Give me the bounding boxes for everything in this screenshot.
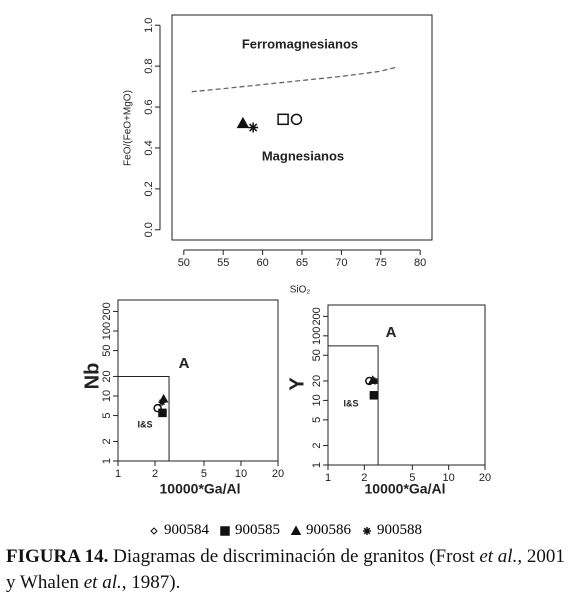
legend-item: 900588 bbox=[361, 522, 422, 538]
legend-label: 900584 bbox=[164, 522, 209, 538]
y-tick-label: 0.2 bbox=[143, 181, 155, 196]
legend-label: 900586 bbox=[306, 522, 351, 538]
y-tick-label: 20 bbox=[311, 375, 323, 387]
plot: 1 2 5 10 20 1 2 5 10 20 50 100 200 10000*Ga/Al Y A I&S bbox=[286, 304, 491, 497]
marker-circle bbox=[290, 113, 303, 126]
x-tick-label: 10 bbox=[443, 472, 455, 484]
x-tick-label: 20 bbox=[272, 468, 284, 480]
marker-square bbox=[369, 391, 379, 400]
y-tick-label: 1 bbox=[311, 462, 323, 468]
x-tick-label: 1 bbox=[325, 472, 331, 484]
x-tick-label: 55 bbox=[217, 257, 229, 269]
x-tick-label: 75 bbox=[375, 257, 387, 269]
x-tick-label: 20 bbox=[479, 472, 491, 484]
y-tick-label: 10 bbox=[101, 390, 113, 402]
plot-frame bbox=[327, 304, 486, 466]
y-tick-label: 10 bbox=[311, 394, 323, 406]
marker-square bbox=[158, 408, 167, 418]
legend-marker bbox=[220, 525, 230, 536]
legend: 900584 900585 900586 900588 bbox=[0, 522, 570, 539]
marker-asterisk bbox=[371, 377, 379, 385]
x-tick-label: 2 bbox=[152, 468, 158, 480]
y-tick-label: 2 bbox=[311, 442, 323, 448]
y-axis-label: FeO/(FeO+MgO) bbox=[123, 90, 134, 166]
y-tick-label: 0.8 bbox=[143, 58, 155, 73]
y-tick-label: 200 bbox=[311, 307, 323, 325]
y-tick-label: 1.0 bbox=[143, 18, 155, 33]
y-tick-label: 5 bbox=[101, 413, 113, 419]
marker-asterisk bbox=[158, 398, 166, 406]
y-tick-label: 50 bbox=[101, 344, 113, 356]
legend-item: 900585 bbox=[219, 522, 280, 538]
y-tick-label: 200 bbox=[101, 302, 113, 320]
x-tick-label: 10 bbox=[235, 468, 247, 480]
y-tick-label: 5 bbox=[311, 417, 323, 423]
figure: 50 55 60 65 70 75 800.00.20.40.60.81.0SiO₂FeO/… bbox=[81, 14, 491, 497]
legend-label: 900585 bbox=[235, 522, 280, 538]
annotation: Magnesianos bbox=[262, 148, 344, 163]
legend-item: 900586 bbox=[290, 522, 351, 538]
x-axis-label: SiO₂ bbox=[290, 285, 311, 296]
marker-asterisk bbox=[363, 526, 371, 535]
y-tick-label: 100 bbox=[101, 322, 113, 340]
x-tick-label: 5 bbox=[201, 468, 207, 480]
x-tick-label: 80 bbox=[414, 257, 426, 269]
caption-text: , 1987). bbox=[121, 572, 181, 593]
y-tick-label: 0.4 bbox=[143, 140, 155, 155]
y-axis-label: Y bbox=[286, 377, 308, 391]
y-tick-label: 20 bbox=[101, 370, 113, 382]
caption: FIGURA 14. Diagramas de discriminación d… bbox=[6, 544, 566, 596]
x-tick-label: 50 bbox=[178, 257, 190, 269]
marker-diamond bbox=[150, 526, 158, 535]
caption-text: FIGURA 14. bbox=[6, 546, 109, 567]
annotation: A bbox=[386, 324, 397, 341]
y-tick-label: 50 bbox=[311, 349, 323, 361]
marker-asterisk bbox=[248, 122, 259, 133]
annotation: I&S bbox=[137, 419, 152, 429]
legend-label: 900588 bbox=[377, 522, 422, 538]
y-tick-label: 0.6 bbox=[143, 99, 155, 114]
caption-text: Diagramas de discriminación de granitos … bbox=[108, 546, 480, 567]
marker-triangle bbox=[290, 525, 302, 535]
plot: 50 55 60 65 70 75 80 0.0 0.2 0.4 0.6 0.8 1.0 SiO₂ FeO/… bbox=[123, 14, 433, 296]
x-tick-label: 65 bbox=[296, 257, 308, 269]
annotation: I&S bbox=[343, 398, 358, 408]
annotation: Ferromagnesianos bbox=[242, 36, 358, 51]
boundary-line bbox=[191, 66, 397, 93]
x-tick-label: 70 bbox=[335, 257, 347, 269]
x-axis-label: 10000*Ga/Al bbox=[365, 481, 446, 497]
legend-item: 900584 bbox=[148, 522, 209, 538]
caption-text: et al. bbox=[479, 546, 518, 567]
marker-circle bbox=[153, 403, 162, 413]
legend-marker bbox=[290, 525, 302, 535]
legend-marker bbox=[150, 526, 158, 535]
y-tick-label: 1 bbox=[101, 458, 113, 464]
caption-text: , 2001 y Whalen bbox=[6, 546, 570, 593]
annotation: A bbox=[179, 355, 190, 372]
y-tick-label: 2 bbox=[101, 438, 113, 444]
plot-frame bbox=[117, 299, 279, 462]
y-tick-label: 100 bbox=[311, 327, 323, 345]
x-tick-label: 60 bbox=[256, 257, 268, 269]
x-tick-label: 2 bbox=[361, 472, 367, 484]
plot: 1 2 5 10 20 1 2 5 10 20 50 100 200 10000*Ga/Al Nb A I&S bbox=[81, 299, 284, 497]
x-axis-label: 10000*Ga/Al bbox=[160, 481, 241, 497]
x-tick-label: 5 bbox=[409, 472, 415, 484]
plot-frame bbox=[171, 14, 433, 241]
x-tick-label: 1 bbox=[115, 468, 121, 480]
boundary-line bbox=[328, 345, 379, 465]
marker-square bbox=[277, 113, 289, 126]
y-axis-label: Nb bbox=[81, 363, 103, 390]
caption-text: et al. bbox=[83, 572, 122, 593]
y-tick-label: 0.0 bbox=[143, 222, 155, 237]
marker-square bbox=[220, 525, 230, 536]
marker-triangle bbox=[236, 116, 250, 129]
legend-marker bbox=[363, 526, 371, 535]
boundary-line bbox=[118, 375, 170, 461]
